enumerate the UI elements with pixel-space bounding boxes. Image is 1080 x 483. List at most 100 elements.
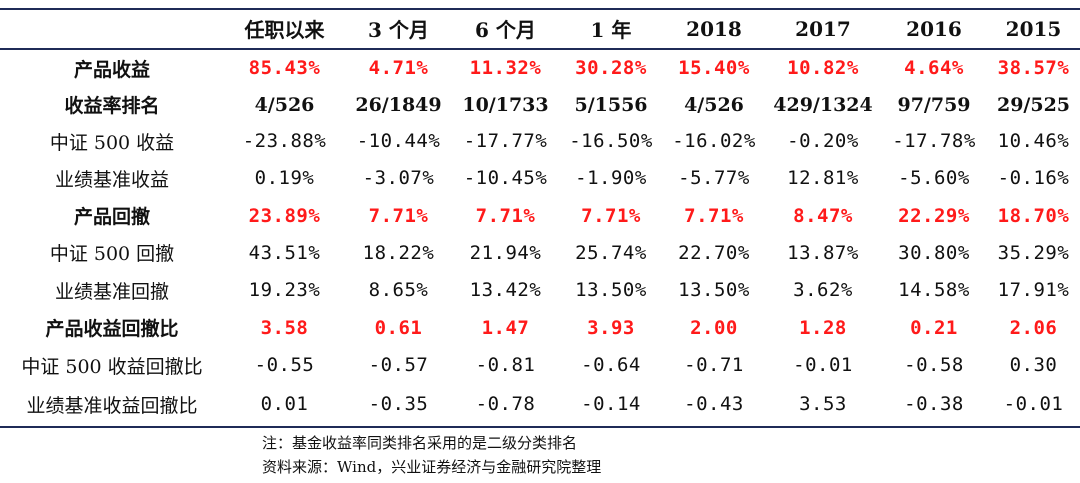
row-label: 业绩基准收益 [54, 168, 169, 191]
table-row: 产品收益回撤比 3.58 0.61 1.47 3.93 2.00 1.28 0.… [0, 309, 1080, 346]
table-cell: 7.71% [684, 204, 744, 227]
table-cell: 30.28% [575, 57, 647, 79]
table-cell: 29/525 [996, 93, 1071, 116]
table-cell: -10.44% [356, 130, 441, 152]
header-cell-2015: 2015 [1005, 16, 1062, 41]
table-cell: -0.64 [581, 354, 641, 376]
table-top-rule [0, 8, 1080, 10]
table-cell: 18.70% [997, 204, 1070, 227]
table-cell: 11.32% [469, 57, 542, 79]
table-cell: -0.57 [368, 354, 429, 376]
header-cell-2018: 2018 [686, 16, 742, 41]
table-cell: -0.43 [684, 393, 744, 415]
table-cell: -0.20% [787, 130, 859, 152]
table-cell: 4.64% [904, 57, 964, 79]
table-cell: 0.01 [260, 393, 309, 415]
table-cell: 10/1733 [462, 93, 549, 116]
table-cell: 30.80% [898, 241, 970, 264]
table-cell: 0.19% [254, 167, 315, 189]
table-cell: 1.47 [481, 316, 530, 339]
table-cell: -5.60% [898, 167, 970, 189]
table-cell: 13.87% [787, 241, 859, 264]
table-cell: 3.58 [260, 316, 309, 339]
table-cell: 5/1556 [574, 93, 648, 116]
table-cell: 8.65% [368, 279, 429, 301]
table-cell: 18.22% [362, 241, 435, 264]
row-label: 中证 500 回撤 [49, 243, 175, 265]
table-cell: 429/1324 [773, 93, 873, 116]
table-cell: -10.45% [463, 167, 548, 189]
table-cell: 97/759 [897, 93, 971, 116]
table-cell: -16.02% [672, 130, 756, 152]
table-row: 产品回撤 23.89% 7.71% 7.71% 7.71% 7.71% 8.47… [0, 197, 1080, 234]
table-cell: 12.81% [787, 167, 859, 189]
table-row: 业绩基准收益回撤比 0.01 -0.35 -0.78 -0.14 -0.43 3… [0, 384, 1080, 424]
table-cell: -0.81 [475, 354, 536, 376]
table-row: 收益率排名 4/526 26/1849 10/1733 5/1556 4/526… [0, 86, 1080, 123]
table-cell: 0.21 [910, 316, 958, 339]
table-cell: 1.28 [799, 316, 847, 339]
table-cell: 35.29% [997, 241, 1070, 264]
table-cell: -0.16% [997, 167, 1070, 189]
table-cell: 4/526 [254, 93, 315, 116]
row-label: 中证 500 收益回撤比 [21, 355, 203, 378]
footnote-source: 资料来源：Wind，兴业证券经济与金融研究院整理 [262, 458, 602, 476]
table-row: 业绩基准回撤 19.23% 8.65% 13.42% 13.50% 13.50%… [0, 271, 1080, 309]
table-cell: 0.30 [1009, 354, 1058, 376]
row-label: 业绩基准收益回撤比 [26, 394, 198, 417]
table-cell: 85.43% [248, 57, 321, 79]
table-cell: -3.07% [362, 167, 435, 189]
table-cell: -17.77% [463, 130, 548, 152]
table-bottom-rule [0, 426, 1080, 428]
header-cell-2017: 2017 [795, 16, 851, 41]
table-cell: 13.50% [575, 279, 647, 301]
table-cell: 21.94% [469, 241, 542, 264]
table-cell: 4/526 [684, 93, 744, 116]
table-row: 中证 500 回撤 43.51% 18.22% 21.94% 25.74% 22… [0, 234, 1080, 271]
table-cell: 10.46% [997, 130, 1070, 152]
table-cell: 13.42% [469, 279, 542, 301]
row-label: 收益率排名 [64, 95, 160, 117]
table-cell: 3.62% [793, 279, 853, 301]
table-cell: 38.57% [997, 57, 1070, 79]
table-header-rule [0, 48, 1080, 50]
table-cell: 23.89% [248, 204, 321, 227]
table-cell: 7.71% [368, 204, 429, 227]
table-cell: -0.78 [475, 393, 536, 415]
table-cell: -0.71 [684, 354, 744, 376]
table-cell: -0.01 [1003, 393, 1064, 415]
table-row: 中证 500 收益 -23.88% -10.44% -17.77% -16.50… [0, 123, 1080, 159]
table-row: 中证 500 收益回撤比 -0.55 -0.57 -0.81 -0.64 -0.… [0, 346, 1080, 384]
table-cell: 25.74% [575, 241, 647, 264]
table-cell: 26/1849 [355, 93, 442, 116]
table-cell: 10.82% [787, 57, 859, 79]
row-label: 业绩基准回撤 [54, 280, 169, 303]
table-cell: 8.47% [793, 204, 853, 227]
table-cell: 4.71% [368, 57, 429, 79]
table-cell: 15.40% [678, 57, 750, 79]
header-cell-3-months: 3 个月 [368, 18, 429, 42]
table-cell: 3.53 [799, 393, 847, 415]
footnote-ranking: 注：基金收益率同类排名采用的是二级分类排名 [262, 434, 578, 452]
table-row: 业绩基准收益 0.19% -3.07% -10.45% -1.90% -5.77… [0, 159, 1080, 197]
header-cell-6-months: 6 个月 [475, 18, 536, 42]
table-cell: -1.90% [575, 167, 647, 189]
table-cell: 14.58% [898, 279, 970, 301]
table-cell: 7.71% [581, 204, 641, 227]
table-header-row: 任职以来 3 个月 6 个月 1 年 2018 2017 2016 2015 [0, 10, 1080, 47]
table-cell: 0.61 [374, 316, 423, 339]
table-cell: -17.78% [892, 130, 976, 152]
table-cell: 22.29% [898, 204, 970, 227]
row-label: 中证 500 收益 [49, 131, 175, 154]
header-cell-since-tenure: 任职以来 [244, 18, 325, 42]
table-cell: -16.50% [569, 130, 653, 152]
table-cell: 17.91% [997, 279, 1070, 301]
table-cell: -23.88% [242, 130, 327, 152]
table-cell: 7.71% [475, 204, 536, 227]
table-cell: 19.23% [248, 279, 321, 301]
table-row: 产品收益 85.43% 4.71% 11.32% 30.28% 15.40% 1… [0, 50, 1080, 86]
table-cell: 3.93 [587, 316, 635, 339]
table-cell: -0.35 [368, 393, 429, 415]
row-label: 产品收益 [73, 58, 150, 81]
row-label: 产品回撤 [73, 206, 150, 228]
